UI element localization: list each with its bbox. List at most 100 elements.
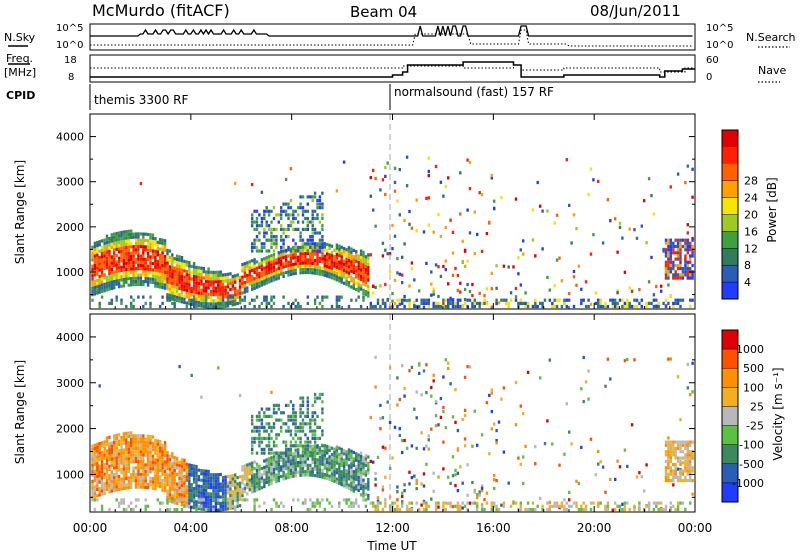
vel-echo-cell bbox=[205, 482, 208, 486]
power-echo-cell bbox=[154, 252, 157, 257]
power-echo-cell bbox=[98, 243, 101, 247]
vel-echo-cell bbox=[260, 476, 264, 480]
vel-echo-cell bbox=[200, 501, 203, 505]
vel-echo-cell bbox=[311, 447, 314, 451]
vel-echo-cell bbox=[570, 442, 573, 446]
vel-echo-cell bbox=[202, 504, 205, 508]
power-echo-cell bbox=[551, 304, 554, 309]
vel-echo-cell bbox=[149, 467, 152, 471]
power-echo-cell bbox=[669, 267, 672, 271]
power-echo-cell bbox=[405, 155, 409, 159]
vel-echo-cell bbox=[275, 501, 278, 505]
vel-echo-cell bbox=[553, 504, 556, 508]
power-echo-cell bbox=[689, 273, 692, 277]
vel-echo-cell bbox=[647, 507, 651, 512]
vel-echo-cell bbox=[219, 508, 222, 512]
vel-echo-cell bbox=[684, 453, 687, 457]
vel-echo-cell bbox=[159, 440, 162, 444]
vel-echo-cell bbox=[214, 492, 218, 496]
power-echo-cell bbox=[342, 265, 346, 270]
vel-echo-cell bbox=[289, 449, 293, 453]
vel-echo-cell bbox=[425, 462, 428, 466]
power-echo-cell bbox=[335, 256, 339, 260]
power-echo-cell bbox=[171, 297, 174, 301]
vel-echo-cell bbox=[258, 425, 261, 429]
power-echo-cell bbox=[684, 244, 687, 249]
power-echo-cell bbox=[197, 269, 201, 273]
power-echo-cell bbox=[91, 277, 94, 281]
power-echo-cell bbox=[103, 263, 106, 267]
vel-echo-cell bbox=[311, 451, 314, 455]
power-echo-cell bbox=[168, 249, 172, 253]
power-echo-cell bbox=[674, 301, 677, 305]
power-echo-cell bbox=[149, 264, 152, 268]
power-echo-cell bbox=[447, 298, 450, 302]
vel-echo-cell bbox=[618, 507, 622, 512]
power-echo-cell bbox=[381, 298, 385, 302]
power-echo-cell bbox=[461, 239, 464, 243]
power-echo-cell bbox=[159, 279, 162, 283]
vel-echo-cell bbox=[132, 460, 135, 464]
power-echo-cell bbox=[205, 279, 208, 284]
power-echo-cell bbox=[350, 253, 353, 257]
power-echo-cell bbox=[509, 291, 513, 295]
power-echo-cell bbox=[231, 284, 234, 288]
power-echo-cell bbox=[115, 231, 118, 236]
power-echo-cell bbox=[483, 294, 486, 298]
power-echo-cell bbox=[676, 276, 680, 280]
power-echo-cell bbox=[321, 191, 324, 195]
power-echo-cell bbox=[275, 277, 278, 281]
vel-echo-cell bbox=[432, 471, 435, 475]
vel-echo-cell bbox=[669, 446, 672, 451]
power-echo-cell bbox=[369, 176, 372, 180]
vel-echo-cell bbox=[113, 453, 116, 457]
power-echo-cell bbox=[130, 242, 133, 246]
power-echo-cell bbox=[134, 267, 138, 271]
vel-echo-cell bbox=[212, 476, 215, 480]
power-echo-cell bbox=[323, 273, 326, 277]
vel-echo-cell bbox=[640, 475, 643, 479]
power-echo-cell bbox=[207, 302, 210, 306]
power-echo-cell bbox=[379, 304, 382, 309]
vel-echo-cell bbox=[277, 453, 280, 457]
power-echo-cell bbox=[134, 273, 138, 277]
power-echo-cell bbox=[267, 227, 271, 231]
power-echo-cell bbox=[282, 252, 285, 256]
vel-echo-cell bbox=[159, 484, 162, 489]
power-colorbar-swatch bbox=[722, 214, 738, 232]
vel-echo-cell bbox=[142, 443, 145, 448]
power-echo-cell bbox=[580, 301, 583, 305]
power-echo-cell bbox=[689, 260, 692, 264]
power-echo-cell bbox=[115, 266, 118, 270]
freq-panel: Freq. [MHz] 18 8 60 0 Nave bbox=[4, 52, 786, 83]
power-echo-cell bbox=[192, 271, 196, 275]
vel-echo-cell bbox=[645, 504, 648, 508]
power-echo-cell bbox=[294, 252, 297, 256]
vel-echo-cell bbox=[137, 475, 140, 480]
power-echo-cell bbox=[180, 265, 184, 269]
vel-echo-cell bbox=[110, 451, 113, 455]
vel-echo-cell bbox=[376, 499, 380, 503]
power-echo-cell bbox=[122, 249, 126, 253]
power-echo-cell bbox=[539, 204, 542, 208]
vel-echo-cell bbox=[115, 449, 118, 453]
power-echo-cell bbox=[161, 273, 164, 277]
vel-echo-cell bbox=[265, 407, 268, 411]
power-echo-cell bbox=[473, 304, 476, 309]
vel-echo-cell bbox=[91, 473, 94, 477]
power-echo-cell bbox=[408, 298, 411, 302]
vel-echo-cell bbox=[127, 447, 130, 451]
power-echo-cell bbox=[221, 289, 225, 293]
vel-echo-cell bbox=[197, 504, 201, 508]
power-echo-cell bbox=[255, 238, 259, 242]
velocity-y-axis-label: Slant Range [km] bbox=[13, 360, 27, 464]
vel-echo-cell bbox=[243, 477, 247, 481]
vel-echo-cell bbox=[217, 489, 220, 493]
power-echo-cell bbox=[301, 209, 305, 213]
power-echo-cell bbox=[342, 272, 346, 276]
power-echo-cell bbox=[275, 235, 278, 239]
vel-echo-cell bbox=[352, 504, 355, 508]
power-echo-cell bbox=[667, 260, 670, 264]
power-echo-cell bbox=[444, 184, 447, 188]
vel-echo-cell bbox=[229, 506, 232, 510]
